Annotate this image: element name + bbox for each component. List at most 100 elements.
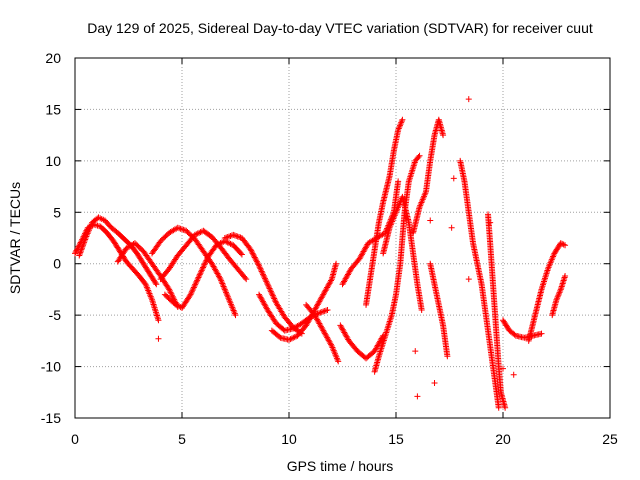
data-point <box>243 276 250 283</box>
data-point <box>562 273 569 280</box>
data-point <box>203 257 210 264</box>
series-scatter <box>155 96 517 400</box>
data-point <box>502 404 509 411</box>
data-point <box>256 264 263 271</box>
axis-ticks <box>74 57 611 419</box>
data-point <box>555 292 562 299</box>
data-point <box>560 241 567 248</box>
data-point <box>169 292 176 299</box>
data-point <box>258 268 265 275</box>
data-point <box>253 257 260 264</box>
series-trace-9 <box>268 260 340 343</box>
data-point <box>556 289 563 296</box>
series-trace-2 <box>76 214 160 288</box>
series-trace-6 <box>161 238 245 311</box>
data-point <box>155 317 162 324</box>
data-point <box>259 271 266 278</box>
data-point <box>167 289 174 296</box>
data-point <box>221 286 228 293</box>
data-point <box>218 239 225 246</box>
data-point <box>333 260 340 267</box>
data-point <box>263 279 270 286</box>
y-tick-label: 20 <box>45 50 61 66</box>
data-point <box>196 229 203 236</box>
data-point <box>200 263 207 270</box>
plot-frame <box>74 57 611 419</box>
data-point <box>76 251 83 258</box>
data-point <box>265 284 272 291</box>
data-point <box>191 283 198 290</box>
data-point <box>198 267 205 274</box>
data-point <box>248 249 255 256</box>
x-tick-labels: 0 5 10 15 20 25 <box>71 431 618 447</box>
data-point <box>395 178 402 185</box>
data-point <box>152 280 159 286</box>
data-point <box>259 269 266 276</box>
data-point <box>399 116 406 123</box>
data-point <box>500 365 506 372</box>
series-trace-11 <box>337 322 387 362</box>
data-point <box>202 260 209 267</box>
data-point <box>269 291 276 298</box>
data-point <box>224 292 231 299</box>
data-point <box>252 255 259 262</box>
data-point <box>276 333 283 340</box>
data-point <box>227 240 234 247</box>
data-point <box>202 258 209 265</box>
data-point <box>258 267 265 274</box>
y-tick-label: 15 <box>45 101 61 117</box>
data-point <box>200 264 207 271</box>
series-trace-13 <box>363 116 406 308</box>
data-point <box>396 122 403 129</box>
data-point <box>242 274 249 281</box>
data-point <box>177 225 184 232</box>
data-point <box>78 246 85 253</box>
data-point <box>224 293 231 300</box>
data-point <box>220 283 227 290</box>
data-point <box>191 231 198 238</box>
data-point <box>196 273 203 280</box>
data-point <box>538 330 545 337</box>
data-point <box>217 240 224 247</box>
gridlines <box>75 58 610 418</box>
data-point <box>261 274 268 281</box>
data-point <box>224 239 231 246</box>
data-point <box>440 132 447 139</box>
data-point <box>193 231 200 238</box>
data-point <box>194 277 201 284</box>
data-point <box>427 217 434 224</box>
series-trace-14 <box>371 152 423 375</box>
data-point <box>465 276 472 283</box>
data-point <box>223 234 230 241</box>
data-point <box>253 258 260 265</box>
data-point <box>197 270 204 277</box>
data-point <box>263 278 270 285</box>
data-point <box>223 289 230 296</box>
data-point <box>270 294 277 301</box>
data-point <box>221 235 228 241</box>
data-point <box>395 127 402 133</box>
y-tick-labels: -15 -10 -5 0 5 10 15 20 <box>41 50 61 426</box>
data-point <box>216 274 223 281</box>
y-tick-label: 10 <box>45 153 61 169</box>
series-trace-1 <box>72 221 162 324</box>
data-point <box>260 272 267 279</box>
data-point <box>230 231 237 238</box>
data-point <box>465 96 472 103</box>
y-tick-label: -5 <box>49 307 62 323</box>
data-point <box>153 281 160 288</box>
data-point <box>251 254 258 261</box>
data-point <box>194 230 201 237</box>
data-point <box>262 277 269 284</box>
series-trace-16 <box>410 116 447 236</box>
data-point <box>223 290 230 297</box>
data-point <box>562 242 569 249</box>
data-point <box>225 295 232 302</box>
series-trace-17 <box>427 260 451 360</box>
data-point <box>290 334 297 341</box>
data-point <box>318 309 325 316</box>
data-point <box>199 265 206 272</box>
data-point <box>271 296 278 303</box>
data-point <box>190 285 197 292</box>
series-trace-21 <box>525 240 569 344</box>
